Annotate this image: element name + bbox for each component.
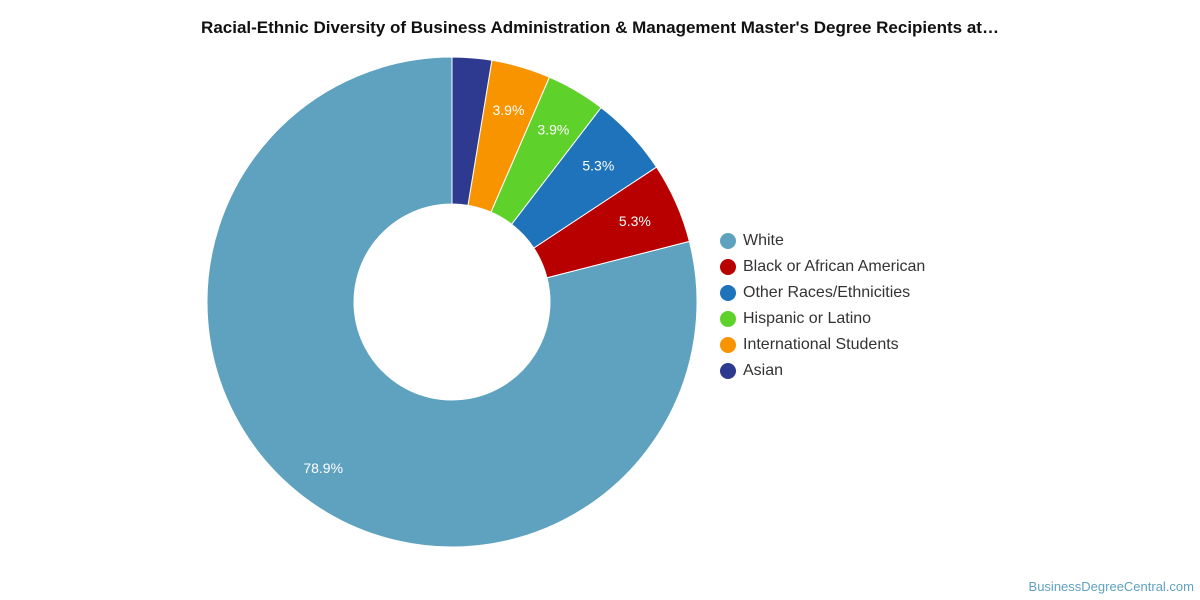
legend-label: Black or African American [743, 258, 925, 276]
legend-item: International Students [720, 332, 925, 358]
legend-label: White [743, 232, 784, 250]
slice-value-label: 5.3% [582, 158, 614, 174]
legend-swatch [720, 311, 736, 327]
slice-value-label: 3.9% [537, 122, 569, 138]
slice-value-label: 78.9% [303, 460, 343, 476]
legend-item: Black or African American [720, 254, 925, 280]
legend-item: Other Races/Ethnicities [720, 280, 925, 306]
chart-legend: White Black or African American Other Race… [720, 228, 925, 384]
legend-label: Hispanic or Latino [743, 310, 871, 328]
site-watermark: BusinessDegreeCentral.com [1029, 579, 1194, 594]
legend-label: Asian [743, 362, 783, 380]
legend-swatch [720, 363, 736, 379]
legend-item: Asian [720, 358, 925, 384]
legend-swatch [720, 259, 736, 275]
legend-item: Hispanic or Latino [720, 306, 925, 332]
slice-value-label: 3.9% [492, 102, 524, 118]
legend-label: Other Races/Ethnicities [743, 284, 910, 302]
slice-value-label: 5.3% [619, 213, 651, 229]
legend-label: International Students [743, 336, 899, 354]
legend-swatch [720, 285, 736, 301]
legend-swatch [720, 233, 736, 249]
legend-item: White [720, 228, 925, 254]
legend-swatch [720, 337, 736, 353]
